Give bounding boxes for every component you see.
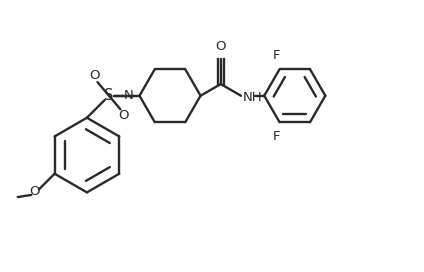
Text: O: O [119, 109, 129, 122]
Text: F: F [272, 49, 280, 62]
Text: NH: NH [243, 91, 262, 104]
Text: O: O [29, 186, 40, 199]
Text: F: F [272, 130, 280, 143]
Text: N: N [124, 89, 134, 102]
Text: O: O [89, 69, 99, 82]
Text: O: O [215, 40, 226, 53]
Text: S: S [104, 88, 114, 103]
